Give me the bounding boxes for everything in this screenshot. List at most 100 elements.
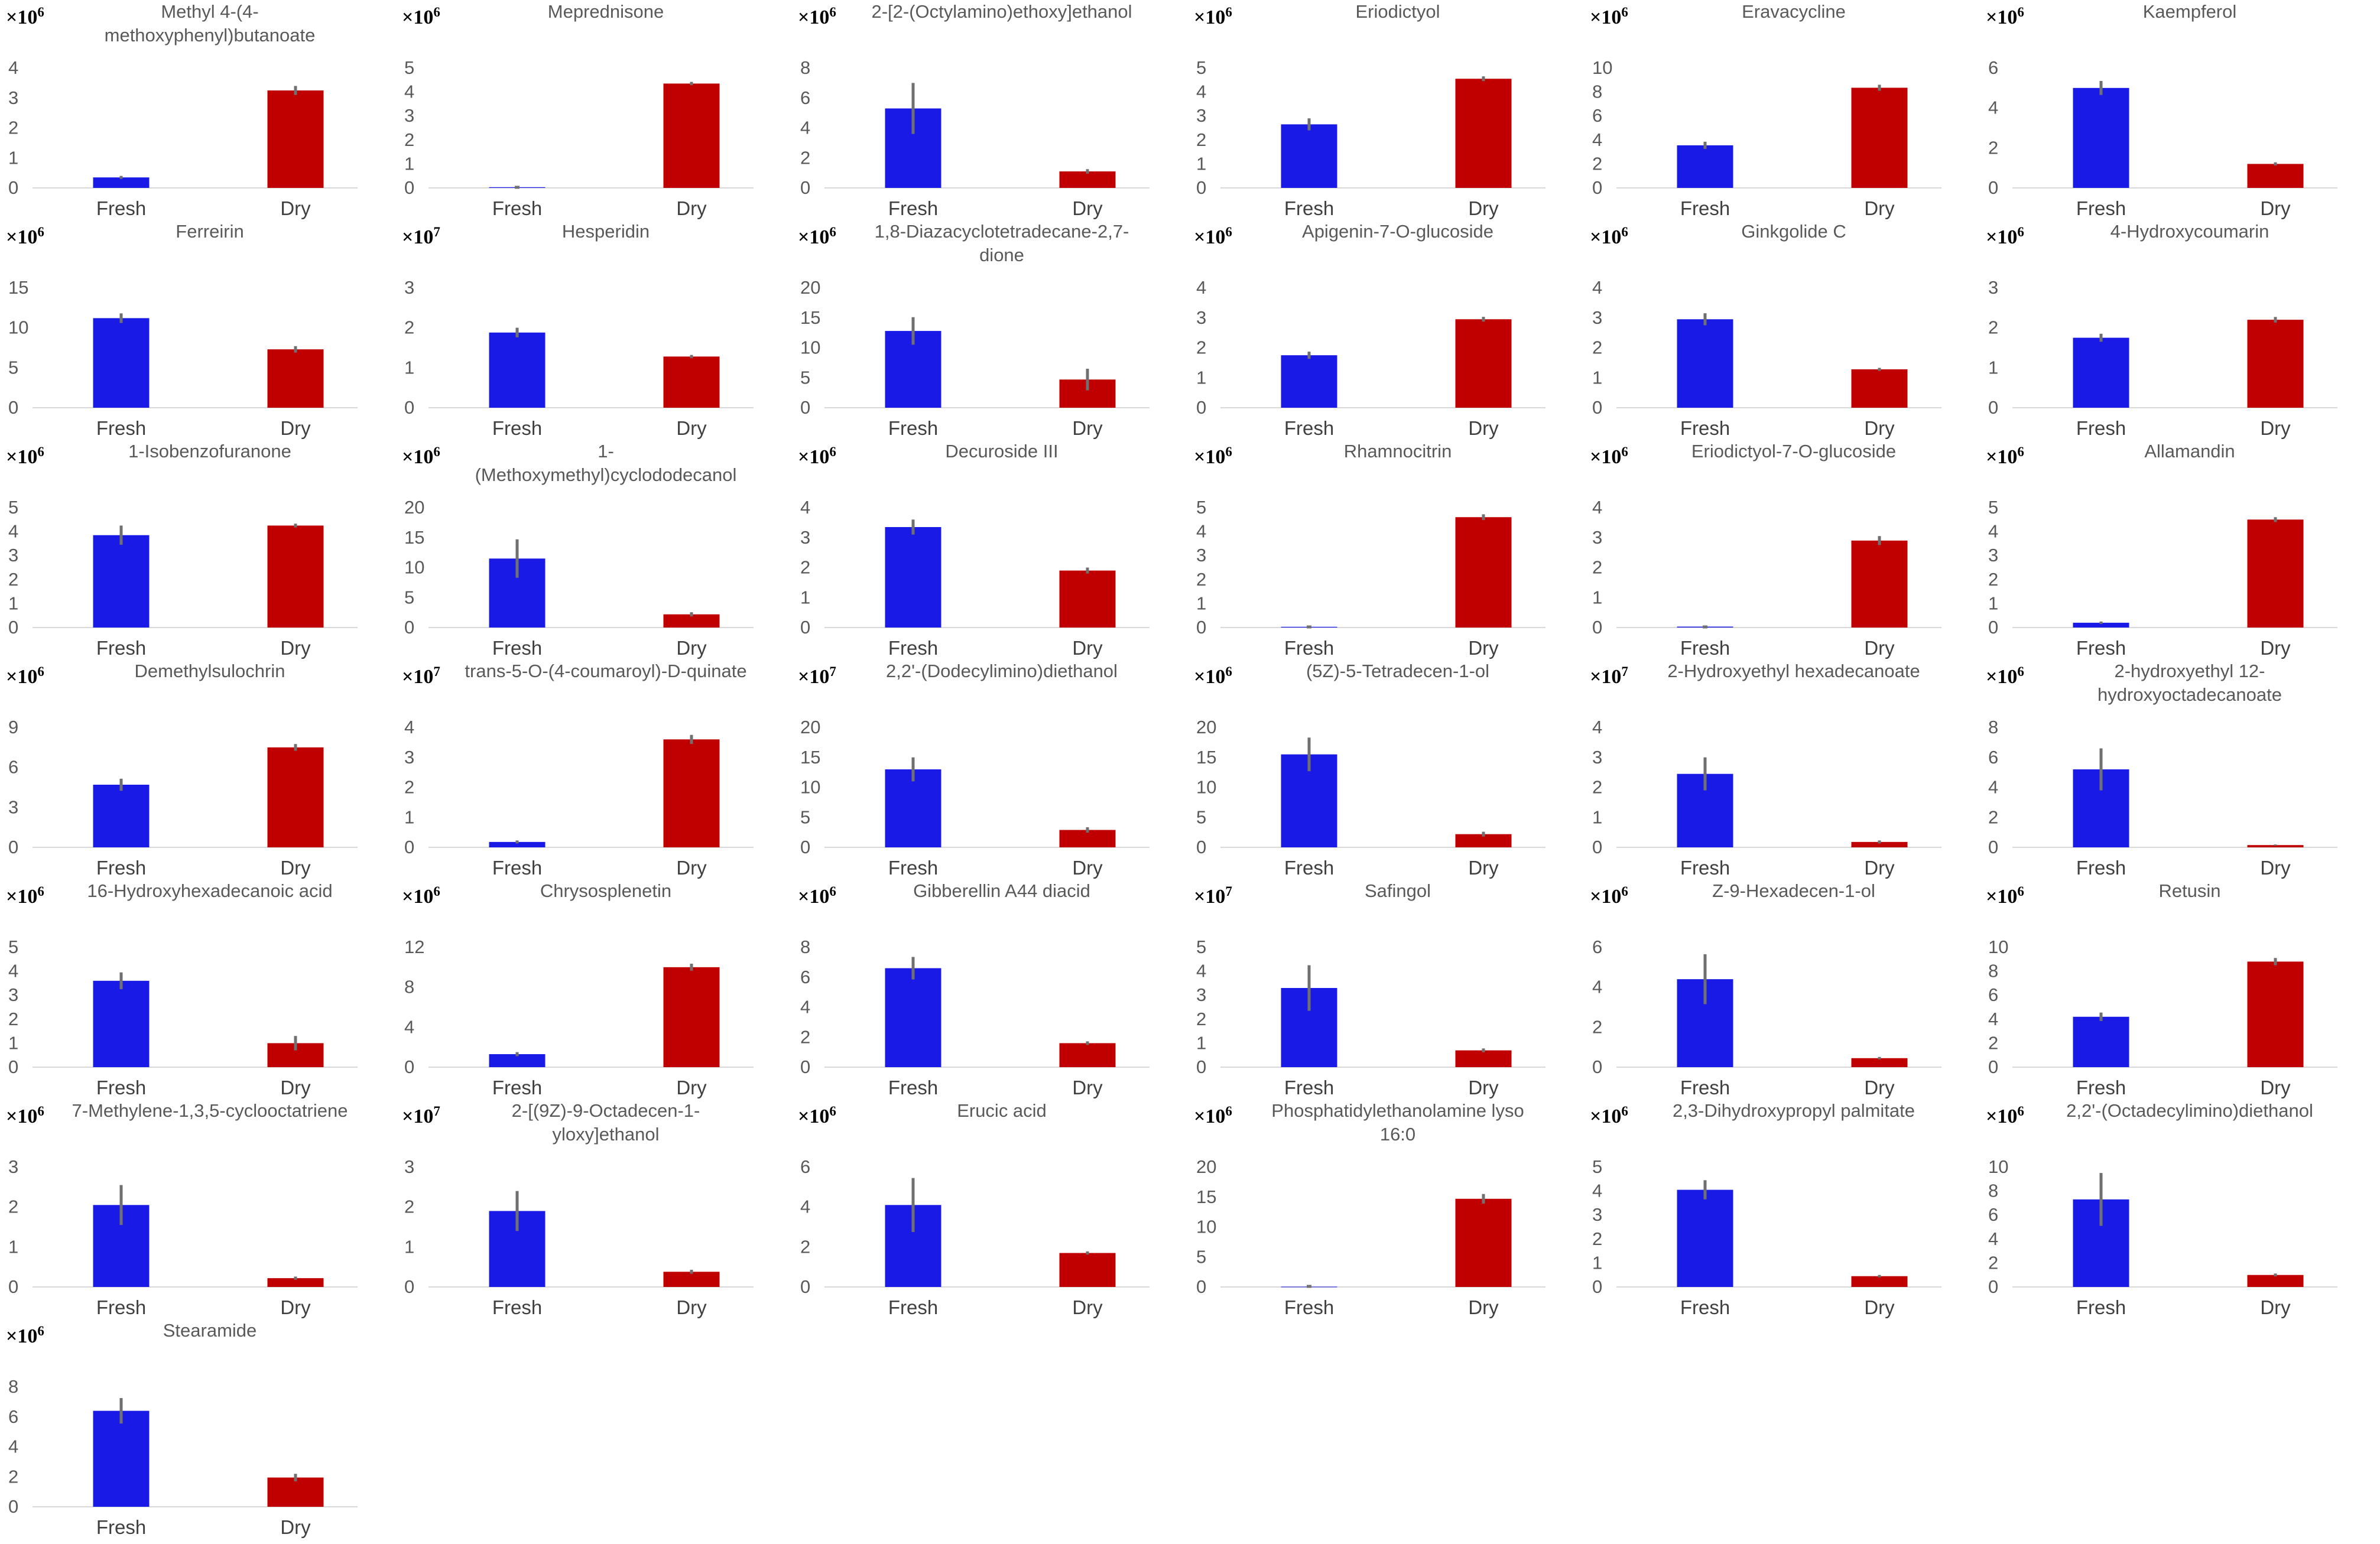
category-label: Dry: [2260, 637, 2291, 659]
y-tick-label: 1: [8, 593, 18, 613]
y-tick-label: 0: [1988, 1057, 1998, 1077]
dry-bar: [663, 1272, 720, 1287]
y-tick-label: 10: [1592, 57, 1612, 78]
chart-title: 2,3-Dihydroxypropyl palmitate: [1673, 1100, 1915, 1121]
y-tick-label: 2: [8, 118, 18, 138]
chart-title: Eriodictyol: [1356, 1, 1440, 22]
category-label: Fresh: [2076, 1296, 2126, 1318]
multiplier-exponent: 6: [829, 884, 836, 899]
category-label: Dry: [1864, 417, 1895, 439]
category-label: Dry: [1072, 417, 1103, 439]
category-label: Dry: [676, 857, 707, 879]
multiplier-exponent: 6: [829, 225, 836, 239]
y-tick-label: 20: [1196, 1156, 1216, 1177]
axis-multiplier: ×106: [1590, 1104, 1628, 1127]
multiplier-base: ×10: [798, 6, 829, 28]
dry-bar: [267, 747, 324, 847]
chart-title: Eriodictyol-7-O-glucoside: [1691, 441, 1896, 461]
multiplier-exponent: 6: [829, 5, 836, 19]
category-label: Dry: [1072, 637, 1103, 659]
chart-title: 4-Hydroxycoumarin: [2110, 221, 2269, 242]
axis-multiplier: ×106: [1986, 1104, 2024, 1127]
multiplier-base: ×10: [402, 1106, 433, 1127]
category-label: Fresh: [1284, 1077, 1334, 1098]
chart-title: Apigenin-7-O-glucoside: [1302, 221, 1493, 242]
multiplier-base: ×10: [402, 446, 433, 468]
bar-chart: ×106 Apigenin-7-O-glucoside 0 1 2 3 4 Fresh Dry: [1194, 221, 1545, 439]
dry-bar: [267, 90, 324, 188]
bar-chart: ×106 Ferreirin 0 5 10 15 Fresh Dry: [6, 221, 358, 439]
y-tick-label: 0: [800, 837, 810, 857]
category-label: Fresh: [96, 637, 146, 659]
category-label: Fresh: [2076, 197, 2126, 219]
multiplier-base: ×10: [1590, 446, 1621, 468]
chart-title: 7-Methylene-1,3,5-cyclooctatriene: [72, 1100, 348, 1121]
category-label: Dry: [280, 1296, 311, 1318]
axis-multiplier: ×106: [6, 225, 44, 248]
y-tick-label: 3: [8, 797, 18, 817]
axis-multiplier: ×106: [798, 5, 836, 28]
y-tick-label: 4: [1988, 1009, 1998, 1029]
category-label: Fresh: [888, 1077, 938, 1098]
fresh-bar: [489, 1054, 546, 1067]
chart-title: Meprednisone: [548, 1, 664, 22]
axis-multiplier: ×106: [402, 5, 440, 28]
multiplier-exponent: 7: [433, 664, 440, 679]
multiplier-exponent: 6: [37, 664, 44, 679]
y-tick-label: 4: [1592, 1181, 1602, 1201]
category-label: Dry: [280, 417, 311, 439]
y-tick-label: 10: [1988, 937, 2008, 957]
y-tick-label: 5: [8, 357, 18, 378]
bar-chart: ×106 Eriodictyol-7-O-glucoside 0 1 2 3 4 Fresh D…: [1590, 441, 1941, 659]
multiplier-base: ×10: [798, 226, 829, 248]
y-tick-label: 3: [8, 984, 18, 1005]
multiplier-base: ×10: [6, 666, 37, 688]
bar-chart: ×106 Ginkgolide C 0 1 2 3 4 Fresh Dry: [1590, 221, 1941, 439]
axis-multiplier: ×106: [402, 884, 440, 908]
y-tick-label: 2: [1592, 557, 1602, 578]
multiplier-base: ×10: [1194, 666, 1225, 688]
bar-chart: ×107 2,2'-(Dodecylimino)diethanol 0 5 10 15 20…: [798, 661, 1150, 879]
dry-bar: [1851, 87, 1908, 188]
axis-multiplier: ×106: [798, 1104, 836, 1127]
y-tick-label: 15: [800, 307, 820, 328]
chart-title: 1-: [598, 441, 614, 461]
bar-chart: ×106 2-hydroxyethyl 12-hydroxyoctadecanoa…: [1986, 661, 2337, 879]
y-tick-label: 1: [1988, 593, 1998, 613]
multiplier-exponent: 6: [37, 1324, 44, 1338]
y-tick-label: 0: [8, 397, 18, 418]
y-tick-label: 2: [8, 1197, 18, 1217]
multiplier-exponent: 6: [829, 1104, 836, 1119]
fresh-bar: [1281, 124, 1337, 188]
bar-chart: ×107 Hesperidin 0 1 2 3 Fresh Dry: [402, 221, 754, 439]
y-tick-label: 6: [1592, 105, 1602, 126]
y-tick-label: 3: [1196, 545, 1206, 565]
y-tick-label: 4: [1592, 977, 1602, 997]
multiplier-base: ×10: [1194, 1106, 1225, 1127]
y-tick-label: 0: [1988, 837, 1998, 857]
category-label: Dry: [1072, 1296, 1103, 1318]
y-tick-label: 6: [1988, 57, 1998, 78]
y-tick-label: 15: [8, 277, 28, 298]
y-tick-label: 20: [404, 497, 424, 518]
fresh-bar: [885, 968, 941, 1067]
y-tick-label: 4: [800, 1197, 810, 1217]
y-tick-label: 3: [404, 747, 414, 768]
multiplier-exponent: 6: [2017, 5, 2024, 19]
category-label: Dry: [2260, 197, 2291, 219]
dry-bar: [2247, 320, 2304, 408]
y-tick-label: 5: [1988, 497, 1998, 518]
category-label: Dry: [280, 197, 311, 219]
y-tick-label: 0: [1196, 837, 1206, 857]
y-tick-label: 4: [800, 997, 810, 1018]
y-tick-label: 0: [404, 617, 414, 638]
axis-multiplier: ×106: [6, 1324, 44, 1347]
axis-multiplier: ×106: [1590, 225, 1628, 248]
chart-title: trans-5-O-(4-coumaroyl)-D-quinate: [465, 661, 746, 681]
chart-title: Allamandin: [2144, 441, 2235, 461]
y-tick-label: 0: [8, 1496, 18, 1517]
axis-multiplier: ×106: [6, 884, 44, 908]
y-tick-label: 0: [1592, 397, 1602, 418]
bar-chart: ×107 Safingol 0 1 2 3 4 5 Fresh Dry: [1194, 880, 1545, 1098]
